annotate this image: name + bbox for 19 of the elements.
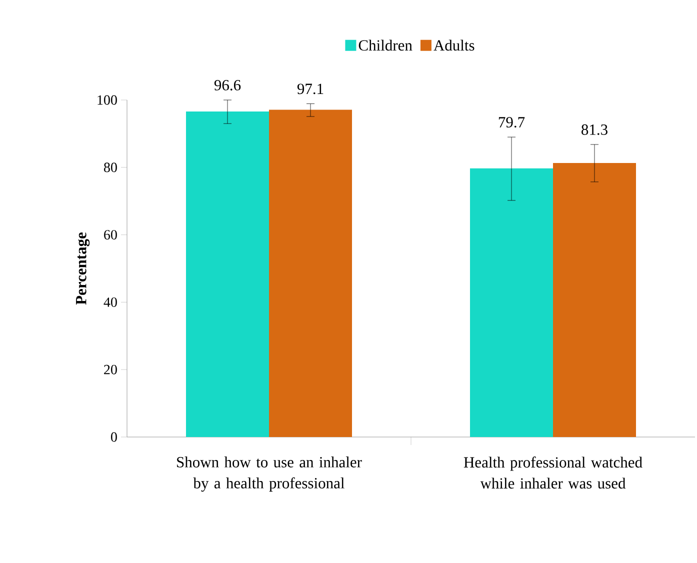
- y-tick-label: 100: [98, 95, 117, 105]
- bar: [269, 110, 352, 437]
- x-tick-label: Shown how to use an inhaler by a health professional: [177, 456, 362, 492]
- bar: [553, 163, 636, 437]
- data-label: 96.6: [214, 80, 241, 90]
- data-label: 97.1: [297, 84, 324, 94]
- x-tick-label: Health professional watched while inhaler was used: [464, 456, 642, 489]
- legend-label: Adults: [434, 40, 474, 51]
- y-axis-title: Percentage: [76, 232, 90, 305]
- bar: [186, 111, 269, 437]
- y-tick-label: 40: [104, 297, 117, 307]
- y-tick-label: 20: [104, 364, 117, 374]
- legend-label: Children: [358, 40, 412, 51]
- y-tick-label: 0: [111, 432, 117, 442]
- bar: [470, 168, 553, 437]
- data-label: 79.7: [498, 117, 525, 128]
- data-label: 81.3: [582, 124, 608, 135]
- y-tick-label: 80: [104, 162, 117, 172]
- y-tick-label: 60: [104, 230, 117, 240]
